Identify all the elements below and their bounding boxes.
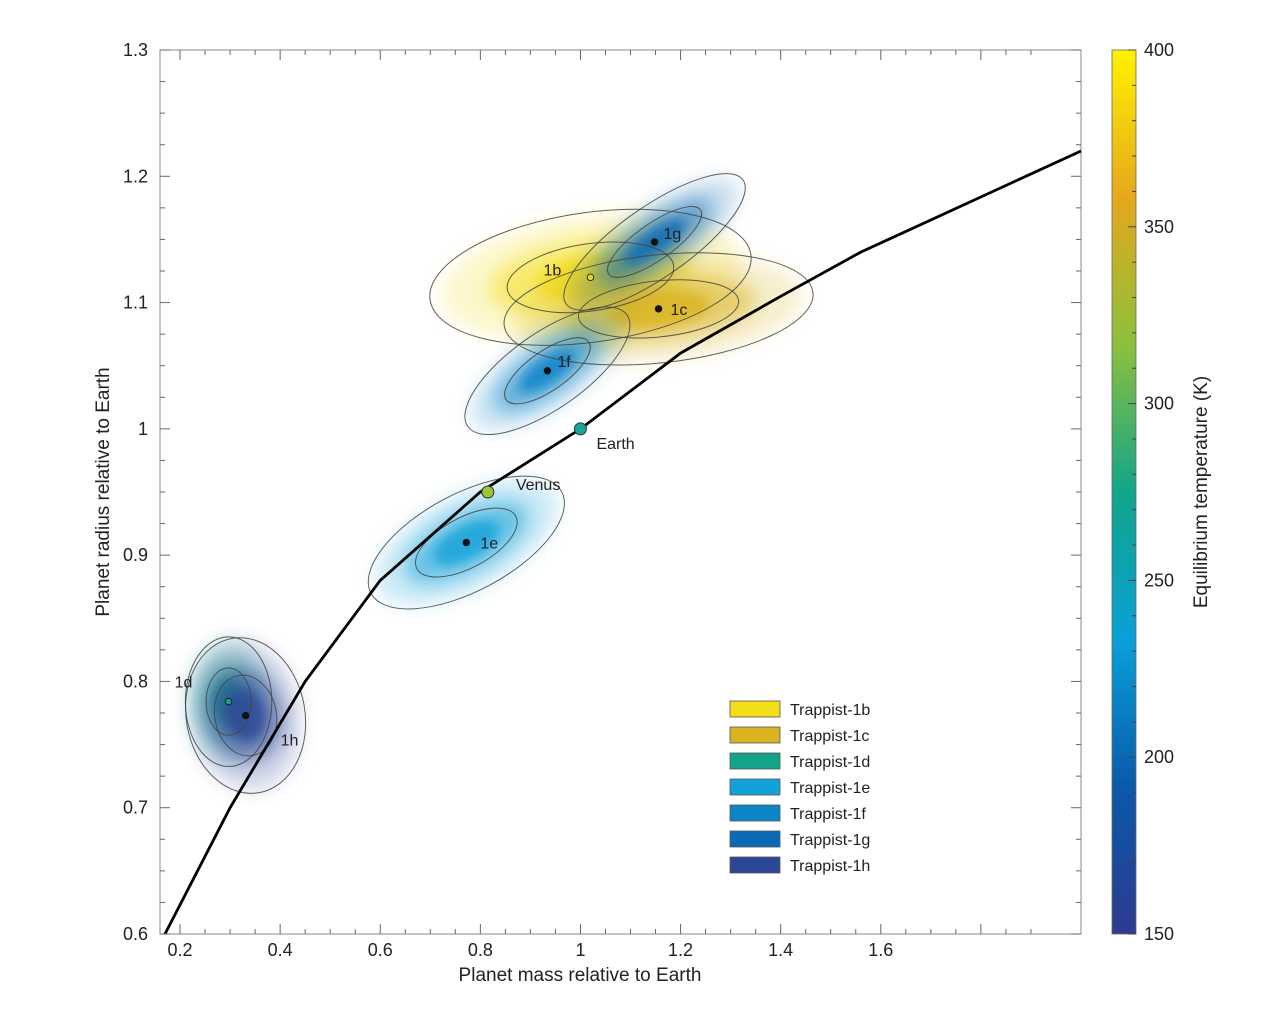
mass-radius-relation-curve: [163, 149, 1082, 935]
planet-points: 1b 1c 1d 1e 1f 1g 1h: [175, 226, 688, 750]
legend-label: Trappist-1c: [790, 728, 869, 745]
x-tick-label: 0.6: [368, 940, 393, 960]
reference-dot: [573, 422, 587, 436]
colorbar-title: Equilibrium temperature (K): [1191, 376, 1212, 608]
colorbar-tick-label: 300: [1144, 394, 1174, 414]
x-tick-label: 0.8: [468, 940, 493, 960]
contour-line: [577, 279, 740, 339]
legend-swatch: [729, 778, 781, 796]
legend-label: Trappist-1b: [790, 702, 870, 719]
contour-line: [429, 208, 752, 346]
x-axis-ticks: 0.2 0.4 0.6 0.8 1 1.2 1.4 1.6: [168, 50, 1032, 960]
legend-swatch: [729, 752, 781, 770]
legend-swatch: [729, 856, 781, 874]
colorbar-ticks: 150 200 250 300 350 400: [1128, 40, 1174, 944]
legend-label: Trappist-1g: [790, 832, 870, 849]
colorbar-tick-label: 250: [1144, 570, 1174, 590]
planet-point-label: 1c: [671, 302, 688, 319]
y-tick-label: 0.6: [123, 924, 148, 944]
planet-dot: [241, 711, 250, 720]
legend-label: Trappist-1h: [790, 858, 870, 875]
legend-swatch: [729, 804, 781, 822]
colorbar: [1111, 49, 1137, 935]
planet-dot: [650, 238, 659, 246]
colorbar-tick-label: 400: [1144, 40, 1174, 60]
contour-line: [464, 306, 631, 436]
y-tick-label: 0.8: [123, 671, 148, 691]
contour-line: [503, 252, 814, 366]
x-tick-label: 0.4: [268, 940, 293, 960]
y-tick-label: 1.3: [123, 40, 148, 60]
x-tick-label: 0.2: [168, 940, 193, 960]
legend-swatch: [729, 700, 781, 718]
y-tick-label: 1.1: [123, 293, 148, 313]
y-tick-label: 0.7: [123, 798, 148, 818]
legend: Trappist-1b Trappist-1c Trappist-1d Trappis…: [729, 700, 870, 875]
x-tick-label: 1.2: [668, 940, 693, 960]
y-tick-label: 1: [138, 419, 148, 439]
contour-line: [504, 337, 591, 405]
colorbar-tick-label: 350: [1144, 217, 1174, 237]
reference-points: Earth Venus: [481, 422, 635, 499]
contour-line: [606, 206, 703, 278]
reference-dot: [481, 485, 495, 499]
x-tick-label: 1: [575, 940, 585, 960]
y-axis-ticks: 0.6 0.7 0.8 0.9 1 1.1 1.2 1.3: [123, 40, 1081, 944]
legend-label: Trappist-1e: [790, 780, 870, 797]
y-axis-title: Planet radius relative to Earth: [93, 367, 114, 616]
legend-swatch: [729, 726, 781, 744]
y-tick-label: 1.2: [123, 166, 148, 186]
planet-point-label: 1f: [557, 354, 571, 371]
planet-point-label: 1g: [664, 226, 682, 243]
planet-dot: [224, 697, 233, 706]
planet-dot: [654, 305, 663, 313]
confidence-contours: [184, 173, 814, 794]
legend-label: Trappist-1d: [790, 754, 870, 771]
reference-label: Venus: [516, 477, 560, 494]
planet-dot: [586, 273, 595, 282]
x-tick-label: 1.4: [768, 940, 793, 960]
x-tick-label: 1.6: [868, 940, 893, 960]
colorbar-tick-label: 200: [1144, 747, 1174, 767]
planet-point-label: 1d: [175, 675, 193, 692]
contour-line: [506, 241, 675, 314]
reference-label: Earth: [596, 436, 634, 453]
legend-swatch: [729, 830, 781, 848]
contour-line: [414, 507, 518, 578]
contour-line: [185, 637, 307, 794]
planet-point-label: 1b: [543, 262, 561, 279]
x-axis-title: Planet mass relative to Earth: [459, 965, 702, 986]
planet-dot: [543, 367, 552, 375]
colorbar-tick-label: 150: [1144, 924, 1174, 944]
planet-point-label: 1e: [480, 536, 498, 553]
contour-line: [205, 667, 252, 736]
legend-label: Trappist-1f: [790, 806, 866, 823]
contour-line: [563, 173, 746, 311]
planet-point-label: 1h: [281, 733, 299, 750]
planet-dot: [462, 538, 471, 547]
plot-frame: [159, 49, 1082, 935]
contour-line: [213, 674, 278, 757]
y-tick-label: 0.9: [123, 545, 148, 565]
